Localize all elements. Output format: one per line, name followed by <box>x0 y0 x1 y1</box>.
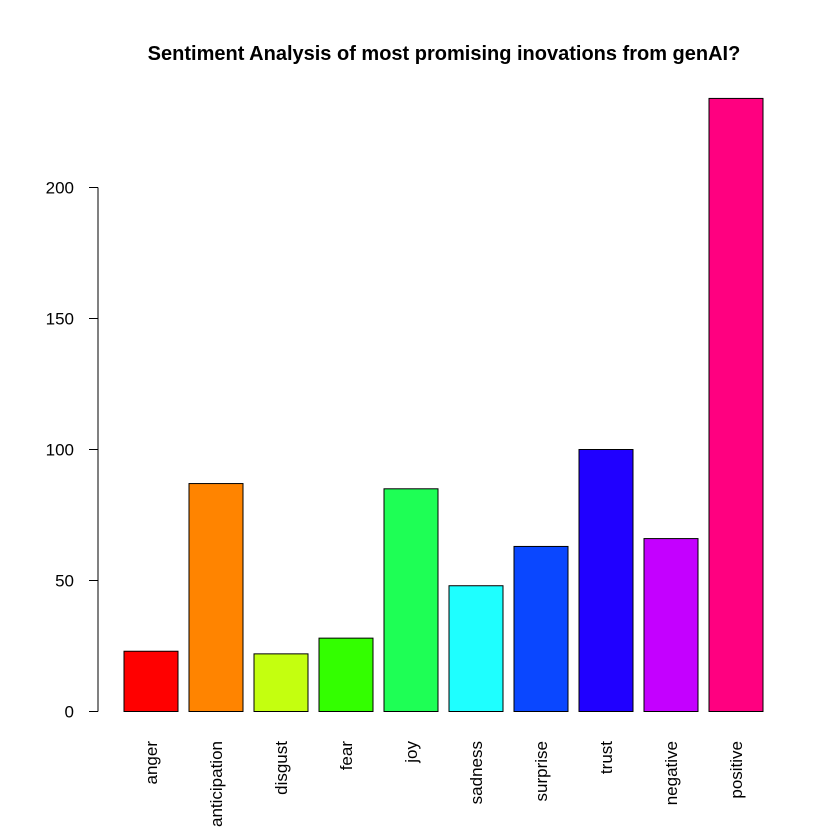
bars-group <box>123 97 764 713</box>
bar-trust <box>578 449 634 712</box>
bar-anticipation <box>188 483 244 712</box>
y-axis: 0 50 100 150 200 <box>46 179 99 722</box>
x-tick-label-joy: joy <box>402 741 421 764</box>
bar-disgust <box>253 653 309 712</box>
x-tick-label-fear: fear <box>337 741 356 771</box>
y-tick-label: 50 <box>55 572 74 591</box>
x-tick-label-positive: positive <box>727 741 746 799</box>
y-tick-label: 0 <box>65 703 74 722</box>
x-tick-label-surprise: surprise <box>532 741 551 801</box>
x-tick-label-trust: trust <box>597 741 616 774</box>
x-tick-label-sadness: sadness <box>467 741 486 804</box>
bar-positive <box>708 97 764 713</box>
bar-surprise <box>513 545 569 712</box>
x-tick-label-negative: negative <box>662 741 681 805</box>
chart-title: Sentiment Analysis of most promising ino… <box>148 43 741 65</box>
bar-negative <box>643 538 699 713</box>
x-tick-label-anger: anger <box>142 741 161 785</box>
bar-sadness <box>448 585 504 712</box>
x-tick-label-disgust: disgust <box>272 741 291 795</box>
x-axis-labels: anger anticipation disgust fear joy sadness su… <box>142 741 746 828</box>
bar-anger <box>123 650 179 712</box>
y-tick-label: 200 <box>46 179 74 198</box>
x-tick-label-anticipation: anticipation <box>207 741 226 827</box>
y-tick-label: 100 <box>46 441 74 460</box>
bar-fear <box>318 637 374 713</box>
bar-joy <box>383 488 439 712</box>
y-tick-label: 150 <box>46 310 74 329</box>
